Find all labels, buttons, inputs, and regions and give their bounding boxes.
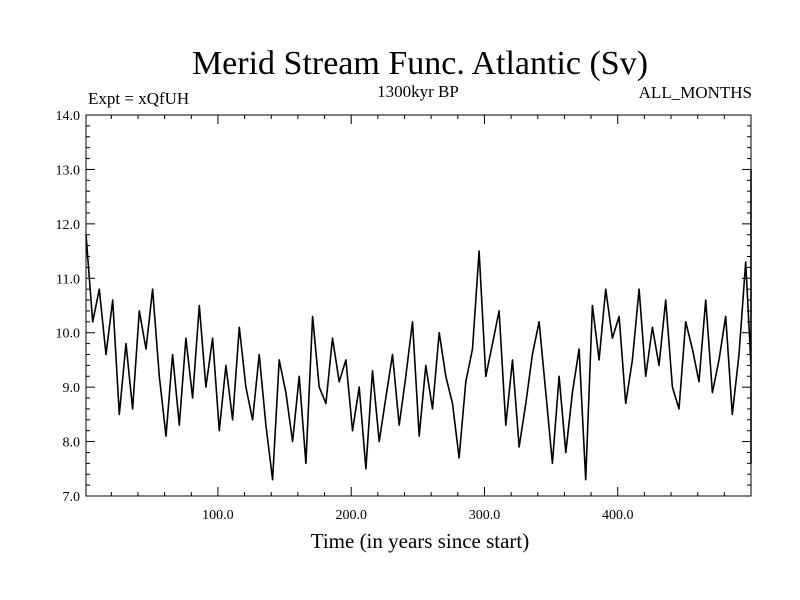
- y-tick-label: 9.0: [63, 381, 81, 396]
- y-tick-label: 8.0: [63, 436, 81, 451]
- period-label: ALL_MONTHS: [639, 83, 752, 102]
- y-tick-label: 11.0: [56, 272, 80, 287]
- experiment-label: Expt = xQfUH: [88, 89, 189, 108]
- y-tick-label: 7.0: [63, 490, 81, 505]
- y-tick-label: 12.0: [56, 218, 81, 233]
- y-tick-label: 13.0: [56, 163, 81, 178]
- y-tick-label: 14.0: [56, 109, 81, 124]
- x-axis: 100.0 200.0 300.0 400.0: [110, 115, 725, 523]
- series-line-0: [85, 168, 752, 481]
- series-layer: [85, 168, 752, 481]
- chart-subtitle: 1300kyr BP: [377, 82, 459, 101]
- x-axis-label: Time (in years since start): [311, 529, 530, 553]
- y-axis: 7.0 8.0 9.0 10.0 11.0 12.0 13.0 14.0: [56, 109, 751, 505]
- y-tick-label: 10.0: [56, 327, 81, 342]
- plot-frame: [85, 114, 752, 497]
- x-tick-label: 400.0: [602, 508, 634, 523]
- x-tick-label: 300.0: [469, 508, 501, 523]
- chart-title: Merid Stream Func. Atlantic (Sv): [192, 45, 648, 82]
- x-tick-label: 100.0: [202, 508, 234, 523]
- x-tick-label: 200.0: [335, 508, 367, 523]
